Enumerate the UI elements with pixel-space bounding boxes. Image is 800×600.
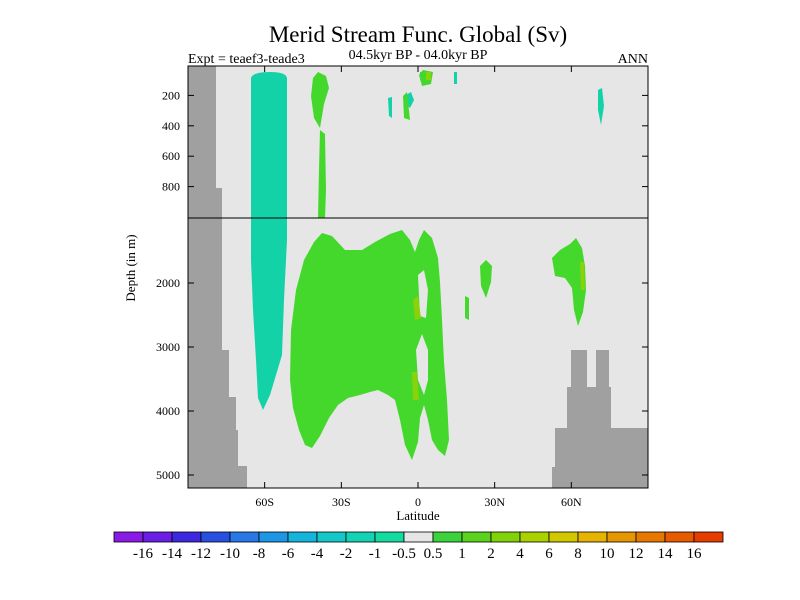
colorbar-label: -1: [369, 546, 382, 562]
colorbar-label: 6: [545, 546, 553, 562]
colorbar-swatch: [258, 531, 289, 543]
x-tick-label: 30S: [332, 495, 351, 509]
colorbar-swatch: [287, 531, 318, 543]
colorbar-swatch: [635, 531, 666, 543]
land-mask: [188, 66, 648, 488]
y-tick-label: 3000: [156, 340, 180, 354]
colorbar-swatch: [461, 531, 492, 543]
colorbar-label: -12: [191, 546, 211, 562]
colorbar-swatch: [229, 531, 260, 543]
colorbar-label: -8: [253, 546, 266, 562]
land-mask-south: [188, 66, 222, 218]
colorbar-swatch: [432, 531, 463, 543]
contour-neg-small-5: [454, 72, 457, 84]
near-zero-regions: [416, 270, 428, 395]
contour-neg-small-3: [388, 97, 392, 118]
patch-3: [580, 262, 585, 290]
x-axis: 60S 30S 0 30N 60N: [255, 66, 582, 509]
x-tick-label: 60N: [561, 495, 582, 509]
land-mask-south-deep: [188, 218, 247, 488]
colorbar-label: -14: [162, 546, 182, 562]
patch-2: [412, 372, 419, 400]
colorbar-swatch: [374, 531, 405, 543]
land-mask-north-deep: [552, 350, 648, 488]
colorbar-label: -0.5: [392, 546, 416, 562]
strong-positive: [412, 72, 585, 400]
contour-pos-upper-3: [403, 92, 410, 120]
colorbar-swatch: [693, 531, 724, 543]
colorbar-swatch: [403, 531, 434, 543]
contour-neg-lower: [251, 218, 287, 410]
chart-title: Merid Stream Func. Global (Sv): [269, 22, 567, 47]
y-tick-label: 4000: [156, 404, 180, 418]
period-label: 04.5kyr BP - 04.0kyr BP: [349, 48, 488, 63]
contour-neg-upper: [251, 72, 287, 218]
contour-pos-lower-3: [552, 238, 586, 326]
colorbar-label: -4: [311, 546, 324, 562]
colorbar-label: 14: [658, 546, 674, 562]
x-axis-label: Latitude: [396, 508, 440, 523]
colorbar-label: 4: [516, 546, 524, 562]
colorbar-swatch: [577, 531, 608, 543]
patch-4: [426, 72, 431, 80]
colorbar-swatch: [171, 531, 202, 543]
colorbar-label: 12: [629, 546, 644, 562]
y-tick-label: 600: [162, 149, 180, 163]
colorbar-label: 0.5: [424, 546, 443, 562]
y-tick-label: 200: [162, 88, 180, 102]
positive-cell: [290, 70, 586, 460]
colorbar-swatch: [316, 531, 347, 543]
y-tick-label: 5000: [156, 468, 180, 482]
hole-1: [416, 334, 428, 395]
experiment-label: Expt = teaef3-teade3: [188, 52, 305, 67]
colorbar-swatch: [519, 531, 550, 543]
colorbar-label: 8: [574, 546, 582, 562]
colorbar-swatch: [142, 531, 173, 543]
colorbar-label: 1: [458, 546, 466, 562]
negative-cell: [251, 72, 604, 415]
plot-area: 60S 30S 0 30N 60N 200 400 600 800 2000 3000 4000 50…: [156, 65, 649, 509]
patch-1: [413, 296, 421, 320]
contour-neg-small-2: [598, 88, 604, 125]
x-tick-label: 60S: [255, 495, 274, 509]
colorbar-label: 2: [487, 546, 495, 562]
y-axis-label: Depth (in m): [123, 234, 138, 301]
contour-pos-lower-main: [290, 230, 449, 460]
y-tick-label: 2000: [156, 276, 180, 290]
contour-pos-lower-4: [465, 296, 469, 320]
colorbar-swatch: [113, 531, 144, 543]
colorbar-label: -10: [220, 546, 240, 562]
colorbar-swatch: [200, 531, 231, 543]
x-tick-label: 0: [415, 495, 421, 509]
x-tick-label: 30N: [484, 495, 505, 509]
y-tick-label: 400: [162, 119, 180, 133]
colorbar-swatch: [664, 531, 695, 543]
y-axis: 200 400 600 800 2000 3000 4000 5000: [156, 88, 648, 482]
colorbar-label: -2: [340, 546, 353, 562]
colorbar-label: -16: [133, 546, 153, 562]
season-label: ANN: [618, 52, 648, 67]
y-tick-label: 800: [162, 180, 180, 194]
colorbar-label: 10: [600, 546, 615, 562]
colorbar: -16 -14 -12 -10 -8 -6 -4 -2 -1 -0.5 0.5 1 2 4 6 8 10 12 14…: [113, 531, 724, 562]
colorbar-swatch: [490, 531, 521, 543]
colorbar-label: -6: [282, 546, 295, 562]
colorbar-swatch: [345, 531, 376, 543]
contour-pos-upper-2: [318, 130, 326, 218]
colorbar-swatch: [548, 531, 579, 543]
colorbar-label: 16: [687, 546, 703, 562]
contour-pos-lower-2: [480, 260, 492, 298]
colorbar-swatch: [606, 531, 637, 543]
hole-2: [418, 270, 428, 318]
contour-pos-upper-1: [311, 72, 329, 128]
